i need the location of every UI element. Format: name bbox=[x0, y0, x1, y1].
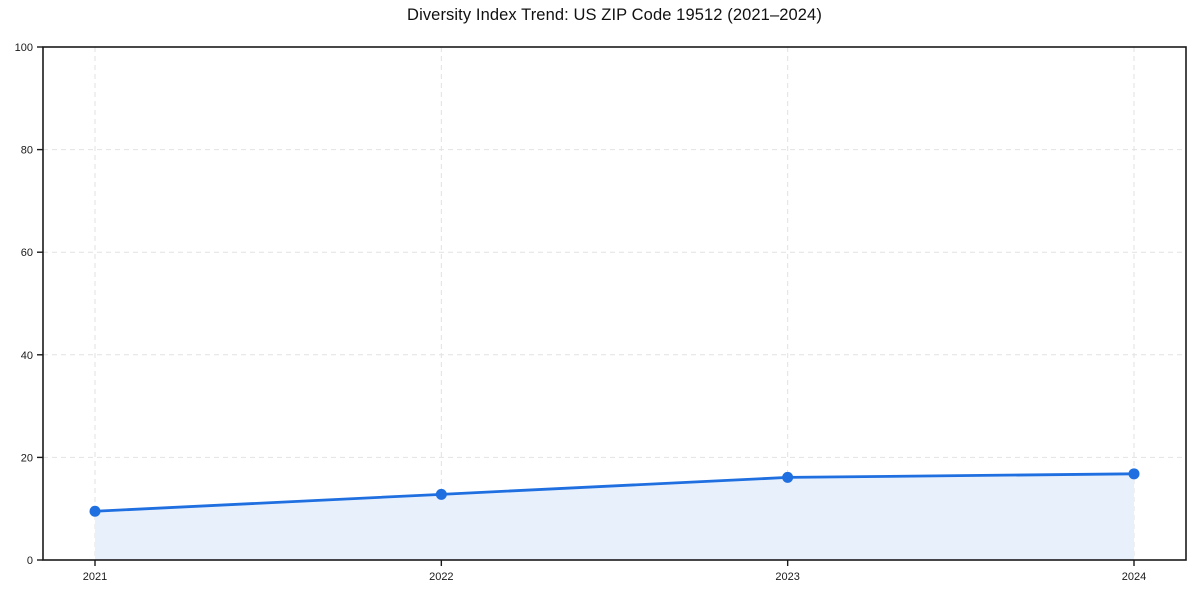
data-point-2024 bbox=[1128, 468, 1140, 480]
x-tick-label-2022: 2022 bbox=[429, 571, 453, 583]
y-tick-label-80: 80 bbox=[21, 145, 33, 157]
chart-title: Diversity Index Trend: US ZIP Code 19512… bbox=[407, 6, 822, 24]
y-tick-label-100: 100 bbox=[15, 42, 33, 54]
y-tick-label-40: 40 bbox=[21, 350, 33, 362]
plot-border bbox=[42, 46, 1187, 561]
y-tick-label-20: 20 bbox=[21, 452, 33, 464]
data-point-2023 bbox=[782, 471, 794, 483]
data-point-2022 bbox=[435, 488, 447, 500]
x-tick-label-2021: 2021 bbox=[83, 571, 107, 583]
area-fill bbox=[95, 473, 1134, 560]
x-tick-label-2023: 2023 bbox=[775, 571, 799, 583]
data-point-2021 bbox=[89, 505, 101, 517]
trend-line bbox=[93, 472, 1136, 513]
y-tick-label-0: 0 bbox=[27, 555, 33, 567]
y-tick-label-60: 60 bbox=[21, 247, 33, 259]
x-tick-label-2024: 2024 bbox=[1122, 571, 1146, 583]
